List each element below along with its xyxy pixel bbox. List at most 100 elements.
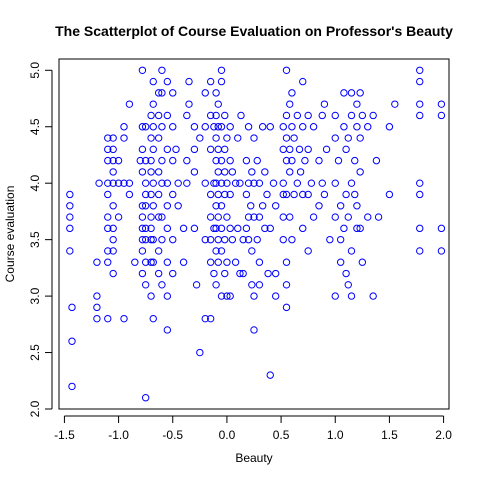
y-tick-label: 2.0 — [28, 400, 42, 417]
data-point — [356, 168, 364, 176]
data-point — [206, 213, 215, 221]
data-point — [266, 123, 274, 131]
data-point — [279, 145, 287, 154]
y-tick-label: 4.0 — [28, 175, 42, 192]
data-point — [149, 100, 157, 108]
data-point — [158, 156, 166, 165]
data-point — [221, 269, 229, 278]
data-point — [190, 168, 199, 176]
data-point — [141, 258, 150, 266]
data-point — [154, 269, 163, 278]
data-point — [196, 134, 204, 142]
data-point — [120, 314, 128, 323]
data-point — [247, 202, 255, 210]
data-point — [250, 179, 258, 187]
data-point — [179, 258, 188, 266]
data-point — [163, 202, 172, 210]
data-points — [66, 66, 446, 402]
data-point — [147, 235, 155, 244]
data-point — [242, 156, 251, 165]
data-point — [214, 258, 222, 266]
data-point — [353, 100, 361, 108]
data-point — [239, 269, 247, 278]
data-point — [104, 247, 112, 255]
data-point — [288, 89, 296, 97]
data-point — [109, 134, 117, 142]
data-point — [437, 100, 446, 108]
data-point — [169, 89, 177, 97]
data-point — [206, 258, 215, 266]
data-point — [149, 202, 157, 210]
data-point — [437, 111, 446, 120]
data-point — [358, 258, 367, 266]
data-point — [201, 235, 209, 244]
data-point — [340, 89, 348, 97]
data-point — [344, 134, 352, 142]
data-point — [214, 190, 222, 199]
data-point — [196, 348, 204, 357]
data-point — [282, 303, 291, 312]
data-point — [141, 190, 150, 199]
data-point — [214, 145, 222, 154]
data-point — [93, 292, 101, 300]
data-point — [295, 145, 304, 154]
data-point — [104, 179, 112, 187]
data-point — [286, 100, 294, 108]
data-point — [212, 179, 220, 187]
data-point — [231, 258, 240, 266]
data-point — [279, 123, 287, 131]
data-point — [358, 111, 367, 120]
data-point — [315, 156, 323, 165]
data-point — [437, 224, 446, 233]
data-point — [248, 247, 256, 255]
data-point — [68, 382, 76, 391]
data-point — [163, 111, 172, 120]
data-point — [263, 190, 271, 199]
data-point — [416, 111, 424, 120]
data-point — [364, 213, 372, 221]
data-point — [223, 213, 231, 221]
data-point — [296, 168, 305, 176]
x-tick-label: -1.5 — [54, 428, 75, 442]
data-point — [288, 123, 296, 131]
data-point — [258, 202, 267, 210]
data-point — [264, 269, 272, 278]
data-point — [201, 179, 209, 187]
data-point — [416, 247, 424, 255]
data-point — [154, 213, 163, 221]
data-point — [141, 394, 150, 402]
data-point — [147, 111, 155, 120]
data-point — [138, 168, 147, 176]
data-point — [416, 100, 424, 108]
data-point — [206, 314, 215, 323]
data-point — [301, 156, 309, 165]
data-point — [169, 156, 177, 165]
data-point — [147, 258, 155, 266]
data-point — [331, 292, 339, 300]
data-point — [149, 258, 157, 266]
data-point — [138, 145, 147, 154]
data-point — [190, 224, 199, 233]
data-point — [217, 202, 226, 210]
data-point — [304, 145, 312, 154]
data-point — [255, 258, 264, 266]
data-point — [261, 224, 269, 233]
data-point — [104, 213, 112, 221]
data-point — [336, 202, 345, 210]
data-point — [141, 156, 150, 165]
data-point — [163, 224, 172, 233]
data-point — [214, 123, 222, 131]
data-point — [271, 292, 280, 300]
data-point — [212, 156, 220, 165]
data-point — [154, 247, 163, 255]
data-point — [340, 224, 348, 233]
data-point — [66, 213, 74, 221]
data-point — [234, 224, 242, 233]
data-point — [226, 156, 234, 165]
data-point — [114, 179, 123, 187]
data-point — [125, 100, 134, 108]
data-point — [286, 168, 294, 176]
data-point — [242, 190, 251, 199]
data-point — [282, 66, 291, 74]
data-point — [149, 179, 157, 187]
